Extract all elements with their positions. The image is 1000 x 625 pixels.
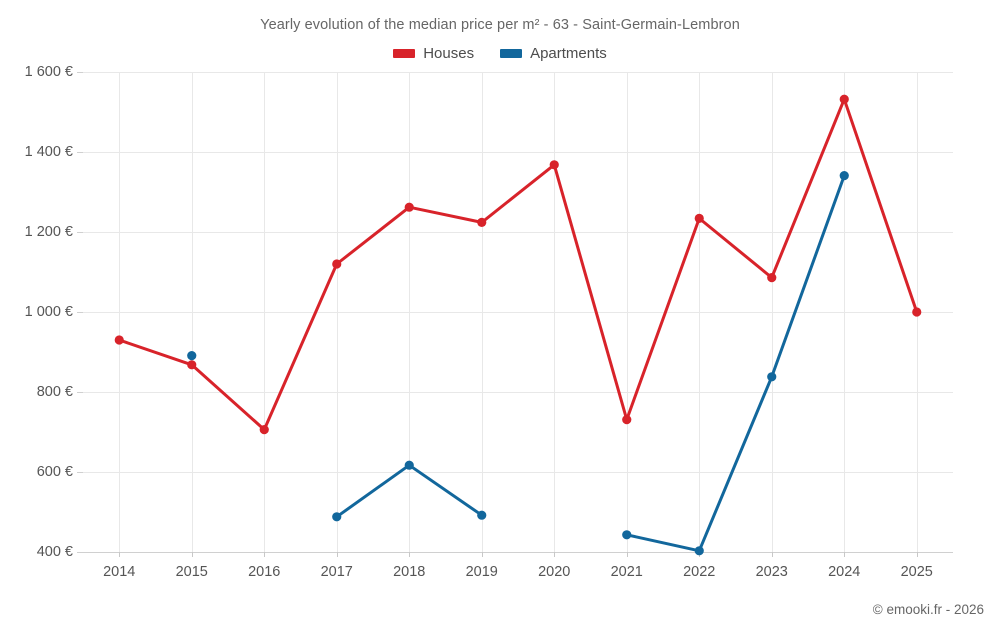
y-axis-tick-label: 1 600 € — [24, 64, 73, 80]
gridline-vertical — [336, 72, 338, 552]
gridline-vertical — [119, 72, 121, 552]
x-axis-tick-label: 2016 — [248, 564, 281, 580]
x-axis-tick-label: 2021 — [610, 564, 643, 580]
data-point-houses-2020[interactable] — [549, 160, 559, 170]
data-point-houses-2015[interactable] — [187, 360, 197, 370]
data-point-apartments-2017[interactable] — [332, 512, 342, 522]
data-point-houses-2024[interactable] — [839, 94, 849, 104]
gridline-vertical — [191, 72, 193, 552]
legend-item-apartments[interactable]: Apartments — [500, 45, 607, 62]
x-axis-tick-mark — [916, 552, 918, 557]
gridline-vertical — [554, 72, 556, 552]
y-axis-tick-mark — [77, 472, 83, 473]
y-axis-tick-mark — [77, 552, 83, 553]
x-axis-tick-label: 2019 — [465, 564, 498, 580]
gridline-vertical — [771, 72, 773, 552]
gridline-vertical — [409, 72, 411, 552]
x-axis-tick-label: 2014 — [103, 564, 136, 580]
legend-swatch-apartments — [500, 49, 523, 58]
series-line-houses — [117, 97, 919, 432]
y-axis-tick-mark — [77, 72, 83, 73]
chart-legend: Houses Apartments — [0, 45, 1000, 62]
y-axis-tick-mark — [77, 392, 83, 393]
x-axis-tick-mark — [336, 552, 338, 557]
data-point-apartments-2021[interactable] — [622, 530, 632, 540]
legend-item-houses[interactable]: Houses — [393, 45, 474, 62]
data-point-houses-2023[interactable] — [767, 273, 777, 283]
x-axis-tick-mark — [554, 552, 556, 557]
gridline-vertical — [264, 72, 266, 552]
x-axis-tick-mark — [844, 552, 846, 557]
series-line-apartments — [335, 463, 484, 519]
x-axis-tick-label: 2018 — [393, 564, 426, 580]
x-axis-tick-label: 2023 — [755, 564, 788, 580]
y-axis-tick-label: 800 € — [36, 384, 73, 400]
x-axis-tick-mark — [771, 552, 773, 557]
y-axis-tick-label: 400 € — [36, 544, 73, 560]
y-axis-tick-label: 1 000 € — [24, 304, 73, 320]
data-point-houses-2017[interactable] — [332, 259, 342, 269]
x-axis-line — [83, 552, 953, 553]
series-line-apartments — [625, 174, 846, 553]
legend-label-houses: Houses — [423, 45, 475, 62]
series-layer — [114, 94, 922, 556]
plot-area: 400 € 600 € 800 € 1 000 € 1 200 € 1 400 € 1 60… — [25, 64, 953, 580]
data-point-houses-2021[interactable] — [622, 415, 632, 425]
data-point-houses-2018[interactable] — [404, 202, 414, 212]
x-axis-tick-mark — [119, 552, 121, 557]
gridline-vertical — [844, 72, 846, 552]
data-point-apartments-2015[interactable] — [187, 351, 197, 361]
data-point-apartments-2024[interactable] — [839, 171, 849, 181]
data-point-houses-2025[interactable] — [912, 307, 922, 317]
x-axis-tick-mark — [264, 552, 266, 557]
x-axis-tick-label: 2017 — [320, 564, 353, 580]
x-axis-tick-mark — [626, 552, 628, 557]
gridline-horizontal — [83, 232, 953, 233]
x-axis-tick-label: 2022 — [683, 564, 716, 580]
data-point-houses-2016[interactable] — [259, 425, 269, 435]
gridline-horizontal — [83, 72, 953, 73]
gridline-vertical — [481, 72, 483, 552]
data-point-apartments-2023[interactable] — [767, 372, 777, 382]
gridline-vertical — [626, 72, 628, 552]
y-axis-tick-mark — [77, 232, 83, 233]
x-axis-tick-label: 2025 — [900, 564, 933, 580]
chart-title: Yearly evolution of the median price per… — [260, 17, 740, 33]
legend-swatch-houses — [393, 49, 416, 58]
y-axis-tick-mark — [77, 152, 83, 153]
data-point-houses-2022[interactable] — [694, 213, 704, 223]
y-axis-tick-label: 1 200 € — [24, 224, 73, 240]
x-axis-tick-mark — [481, 552, 483, 557]
y-axis-tick-label: 1 400 € — [24, 144, 73, 160]
gridline-vertical — [699, 72, 701, 552]
legend-label-apartments: Apartments — [530, 45, 607, 62]
data-point-apartments-2018[interactable] — [404, 460, 414, 470]
data-point-houses-2014[interactable] — [114, 335, 124, 345]
footer-credit: © emooki.fr - 2026 — [872, 602, 984, 617]
x-axis-tick-mark — [191, 552, 193, 557]
y-axis-tick-label: 600 € — [36, 464, 73, 480]
x-axis-tick-mark — [409, 552, 411, 557]
data-point-apartments-2022[interactable] — [694, 546, 704, 556]
gridline-horizontal — [83, 472, 953, 473]
gridline-horizontal — [83, 392, 953, 393]
gridline-horizontal — [83, 152, 953, 153]
x-axis-tick-label: 2015 — [175, 564, 208, 580]
x-axis-tick-label: 2024 — [828, 564, 861, 580]
data-point-houses-2019[interactable] — [477, 217, 487, 227]
gridline-horizontal — [83, 312, 953, 313]
y-axis-tick-mark — [77, 312, 83, 313]
x-axis-tick-label: 2020 — [538, 564, 571, 580]
data-point-apartments-2019[interactable] — [477, 510, 487, 520]
